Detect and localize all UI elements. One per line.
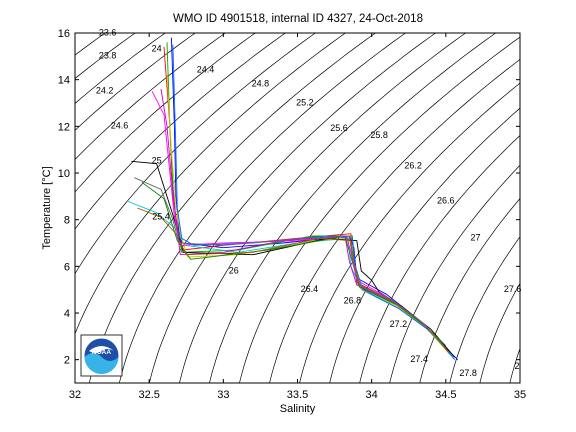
density-label: 24.6: [111, 121, 129, 131]
noaa-logo: NOAA: [80, 334, 123, 377]
x-axis-label: Salinity: [280, 403, 316, 415]
plot-background: [75, 33, 520, 383]
density-contour-line: [75, 33, 316, 275]
density-contour-labels: 23.6 23.8 24 24.2 24.4 24.6 24.8 25 25.2 25.4 25.6…: [96, 27, 521, 378]
y-tick-label: 8: [64, 215, 70, 227]
y-tick-label: 6: [64, 261, 70, 273]
y-tick-label: 14: [58, 75, 70, 87]
density-label: 25.2: [296, 97, 314, 107]
density-label: 26.4: [301, 284, 319, 294]
y-tick-label: 10: [58, 168, 70, 180]
density-label: 26.8: [344, 296, 362, 306]
profile-line-12: [134, 177, 447, 349]
density-label: 27.6: [504, 284, 522, 294]
density-contour-line: [389, 164, 520, 383]
density-label: 25.6: [330, 123, 348, 133]
profile-line-6: [166, 74, 451, 356]
y-tick-label: 2: [64, 355, 70, 367]
x-tick-label: 34: [366, 389, 378, 401]
x-tick-label: 32: [69, 389, 81, 401]
y-tick-label: 4: [64, 308, 70, 320]
y-tick-label: 12: [58, 121, 70, 133]
x-tick-label: 32.5: [138, 389, 159, 401]
x-tick-label: 35: [514, 389, 526, 401]
density-label: 25.4: [152, 212, 170, 222]
density-label: 26.6: [437, 195, 455, 205]
density-label: 24.8: [252, 79, 270, 89]
x-tick-label: 33.5: [287, 389, 308, 401]
density-contour-line: [75, 33, 256, 193]
density-contour-line: [269, 58, 520, 383]
density-contour-line: [148, 33, 437, 383]
density-label: 24.2: [96, 86, 114, 96]
density-contour-line: [75, 33, 286, 230]
density-label: 24: [152, 44, 162, 54]
density-label: 23.8: [99, 51, 117, 61]
density-contour-line: [75, 33, 346, 335]
x-tick-label: 34.5: [435, 389, 456, 401]
density-contour-line: [75, 33, 166, 104]
y-tick-label: 16: [58, 28, 70, 40]
density-label: 27.4: [410, 354, 428, 364]
profile-line-7: [131, 160, 456, 358]
density-contour-line: [299, 82, 520, 383]
svg-text:NOAA: NOAA: [92, 349, 111, 356]
profiles: [126, 37, 459, 361]
density-contour-line: [75, 33, 136, 79]
density-label: 24.4: [197, 65, 215, 75]
density-label: 27: [470, 233, 480, 243]
density-label: 27.8: [459, 368, 477, 378]
density-contours: [75, 33, 520, 383]
density-contour-line: [329, 107, 520, 383]
density-contour-line: [179, 33, 467, 383]
density-label: 27.2: [390, 319, 408, 329]
profile-line-10: [172, 44, 456, 360]
density-label: 26: [229, 265, 239, 275]
profile-line-3: [166, 42, 450, 354]
density-contour-line: [359, 135, 520, 383]
density-label: 25.8: [370, 130, 388, 140]
density-label: 2: [514, 361, 519, 371]
density-contour-line: [419, 198, 520, 383]
density-label: 23.6: [99, 27, 117, 37]
density-contour-line: [449, 236, 520, 383]
density-contour-line: [479, 282, 520, 383]
density-contour-line: [239, 36, 520, 383]
x-tick-label: 33: [217, 389, 229, 401]
density-label: 26.2: [404, 160, 422, 170]
density-contour-line: [75, 33, 196, 131]
y-axis-label: Temperature [°C]: [41, 166, 53, 249]
density-contour-line: [118, 33, 407, 383]
density-contour-line: [209, 33, 497, 383]
plot-area: 23.623.82424.224.424.624.82525.225.425.6…: [58, 27, 526, 401]
chart-title: WMO ID 4901518, internal ID 4327, 24-Oct…: [173, 13, 423, 25]
density-label: 25: [152, 156, 162, 166]
